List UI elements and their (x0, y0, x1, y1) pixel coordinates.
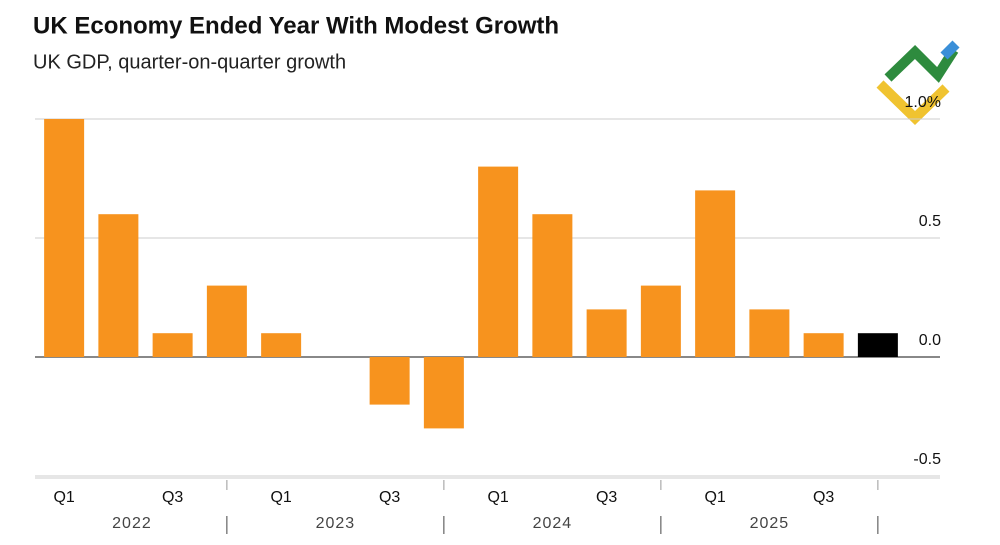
x-tick-label: Q1 (53, 489, 74, 506)
x-tick-label: Q3 (162, 489, 183, 506)
bar (749, 309, 790, 357)
bar (640, 285, 681, 357)
x-tick-label: Q1 (487, 489, 508, 506)
x-tick-label: Q1 (704, 489, 725, 506)
x-tick-label: Q3 (813, 489, 834, 506)
bar (478, 166, 519, 357)
logo (876, 40, 960, 125)
bar (695, 190, 736, 357)
bar (206, 285, 247, 357)
x-tick-label: Q3 (379, 489, 400, 506)
y-tick-label: -0.5 (913, 451, 941, 468)
y-tick-label: 0.0 (919, 332, 941, 349)
bar (44, 119, 85, 357)
year-label: 2025 (750, 515, 790, 532)
bar (803, 333, 844, 357)
bar (857, 333, 898, 357)
bar (423, 357, 464, 429)
bar (532, 214, 573, 357)
x-tick-label: Q1 (270, 489, 291, 506)
logo-yellow (876, 80, 950, 125)
year-label: 2023 (316, 515, 356, 532)
bar (369, 357, 410, 405)
bar (152, 333, 193, 357)
year-label: 2024 (533, 515, 573, 532)
y-tick-label: 0.5 (919, 213, 941, 230)
year-label: 2022 (112, 515, 152, 532)
bar (98, 214, 139, 357)
logo-blue (940, 40, 960, 60)
chart-title: UK Economy Ended Year With Modest Growth (33, 12, 559, 39)
x-tick-label: Q3 (596, 489, 617, 506)
bar (261, 333, 302, 357)
logo-green (884, 44, 959, 83)
y-tick-label: 1.0% (905, 94, 941, 111)
bar (586, 309, 627, 357)
chart-subtitle: UK GDP, quarter-on-quarter growth (33, 51, 346, 73)
